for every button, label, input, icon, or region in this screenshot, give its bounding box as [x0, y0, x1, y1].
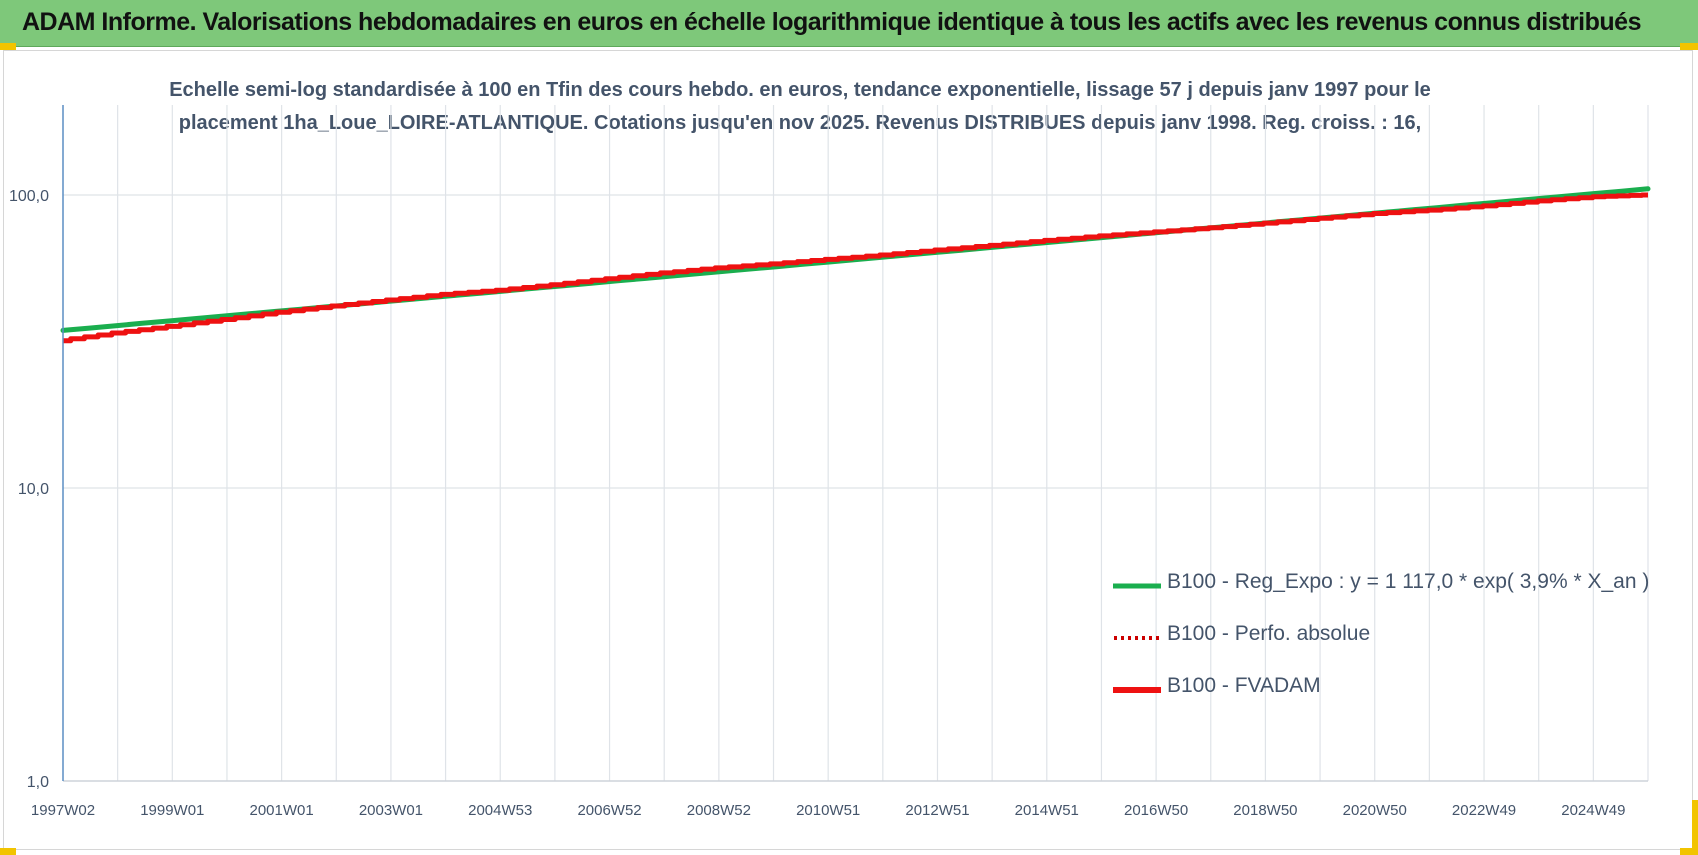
x-axis-ticks: 1997W02 1999W01 2001W01 2003W01 2004W53 2006W… — [31, 802, 1626, 819]
corner-marker-bottom-right — [1692, 800, 1698, 855]
x-tick-label: 2008W52 — [687, 802, 751, 819]
x-tick-label: 2016W50 — [1124, 802, 1188, 819]
legend-label-reg-expo: B100 - Reg_Expo : y = 1 117,0 * exp( 3,9… — [1167, 570, 1650, 593]
x-tick-label: 2012W51 — [905, 802, 969, 819]
corner-marker-top-right — [1680, 43, 1698, 50]
legend-swatch-reg-expo — [1113, 583, 1161, 589]
corner-marker-top-left — [0, 43, 16, 50]
x-tick-label: 2001W01 — [250, 802, 314, 819]
x-tick-label: 2022W49 — [1452, 802, 1516, 819]
chart-subtitle-line-1: Echelle semi-log standardisée à 100 en T… — [169, 79, 1431, 101]
chart-frame — [3, 50, 1693, 850]
y-axis-ticks: 100,0 10,0 1,0 — [9, 188, 49, 791]
x-tick-label: 2014W51 — [1015, 802, 1079, 819]
page-title: ADAM Informe. Valorisations hebdomadaire… — [22, 8, 1641, 36]
chart-series — [60, 186, 1651, 344]
x-tick-label: 1997W02 — [31, 802, 95, 819]
x-tick-label: 2020W50 — [1343, 802, 1407, 819]
corner-marker-bottom-right-h — [1680, 848, 1698, 855]
legend-swatch-perfo-absolue — [1114, 636, 1161, 640]
y-tick-label: 100,0 — [9, 188, 49, 205]
corner-marker-bottom-left — [0, 848, 16, 855]
chart-subtitle: Echelle semi-log standardisée à 100 en T… — [150, 74, 1450, 140]
legend-swatch-fvadam — [1113, 687, 1161, 693]
x-tick-label: 2010W51 — [796, 802, 860, 819]
x-tick-label: 2006W52 — [577, 802, 641, 819]
x-tick-label: 2003W01 — [359, 802, 423, 819]
header-bar: ADAM Informe. Valorisations hebdomadaire… — [0, 0, 1698, 47]
legend-label-fvadam: B100 - FVADAM — [1167, 674, 1321, 697]
x-tick-label: 1999W01 — [140, 802, 204, 819]
chart-grid — [63, 105, 1649, 782]
series-line-fvadam — [63, 192, 1648, 344]
x-tick-label: 2018W50 — [1233, 802, 1297, 819]
x-tick-label: 2024W49 — [1561, 802, 1625, 819]
chart-subtitle-line-2: placement 1ha_Loue_LOIRE-ATLANTIQUE. Cot… — [178, 112, 1422, 134]
x-tick-label: 2004W53 — [468, 802, 532, 819]
y-tick-label: 1,0 — [27, 774, 49, 791]
legend-label-perfo-absolue: B100 - Perfo. absolue — [1167, 622, 1371, 645]
y-tick-label: 10,0 — [18, 481, 49, 498]
